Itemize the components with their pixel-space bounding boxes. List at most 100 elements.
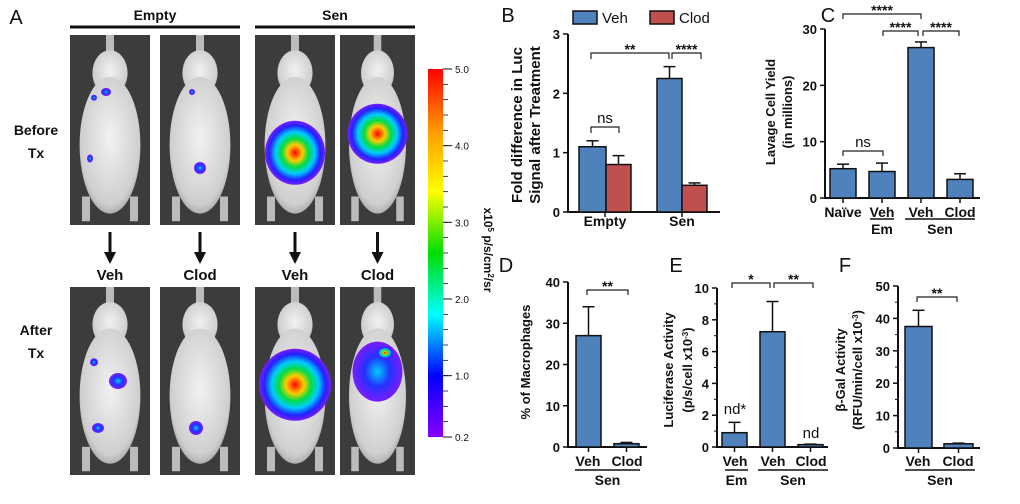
mouse-image [70,287,150,475]
nose-cone [373,287,382,310]
mouse-body [79,328,141,464]
significance-bracket [731,282,771,288]
x-tick-label: Naïve [824,204,862,220]
mouse-leg [267,446,275,472]
y-tick-label: 20 [546,358,560,373]
luminescence-signal [189,89,195,95]
bar [759,330,786,448]
y-axis-label: (in millions) [780,76,795,149]
significance-label: **** [890,19,912,35]
luminescence-signal [91,94,97,101]
y-tick-label: 0 [702,440,709,455]
significance-bracket [773,282,814,288]
unit-part: x10 [481,208,495,228]
significance-bracket [590,126,620,133]
x-tick-label: Veh [906,453,931,469]
x-tick-label: Veh [909,204,934,220]
significance-label: ** [932,285,943,301]
group-label: Em [871,221,893,237]
bar [907,46,935,199]
mouse-image [160,287,240,475]
mouse-image [340,35,415,225]
luminescence-signal [265,120,325,185]
unit-part: 5 [487,228,496,233]
x-tick-label: Veh [576,453,601,469]
significance-bracket [882,30,919,36]
down-arrow-icon [104,232,116,264]
unit-exponent: -3 [681,331,690,339]
nose-cone [106,35,114,58]
significance-label: ns [597,110,613,127]
down-arrow-icon [371,232,384,264]
nose-cone [291,35,299,58]
panel-label: D [499,255,513,277]
bar [868,170,896,199]
y-tick-label: 2 [553,86,560,101]
mouse-body [169,76,231,214]
x-tick-label: Sen [669,213,695,229]
significance-bracket [590,52,670,59]
chart-d: D 0 10 20 30 40 Veh Clod Sen % of Macrophages ** [499,255,647,488]
significance-label: ** [625,41,636,57]
row-label: After [20,322,53,338]
y-tick-label: 4 [702,376,710,391]
y-tick-label: 10 [695,281,709,296]
panel-label: E [669,255,682,277]
mouse-body [169,328,231,464]
luminescence-signal [352,341,403,402]
bar [904,325,933,449]
unit-part: ) [850,310,865,314]
luminescence-signal [194,162,206,174]
legend-swatch [572,10,598,25]
row-label: Tx [28,145,45,161]
mouse-leg [130,196,138,222]
significance-label: **** [871,2,893,18]
y-axis-label: % of Macrophages [518,305,533,420]
colorbar-tick-label: 3.0 [455,218,469,229]
bar [721,431,748,448]
chart-e: E 0 2 4 6 8 10 Veh Veh Clod Em Sen Luciferase Activi… [661,255,828,488]
bar [681,184,708,213]
significance-label: * [748,271,754,287]
significance-label: **** [930,19,952,35]
unit-part: (p/s/cell x10 [680,339,695,413]
y-tick-label: 0 [810,191,817,206]
chart-b: B 0 1 2 3 Empty Sen Fold difference in Luc Signa… [501,5,720,229]
mouse-leg [267,196,275,222]
mouse-leg [82,196,90,222]
y-tick-label: 0 [553,440,560,455]
significance-bracket [916,296,958,302]
group-label: Em [726,472,748,488]
significance-bracket [922,30,960,36]
y-tick-label: 30 [803,22,817,37]
down-arrow-icon [289,232,301,264]
y-tick-label: 6 [702,345,709,360]
bar [943,443,974,449]
legend-label: Veh [602,10,628,27]
bar [797,443,824,448]
bar [605,163,632,213]
mouse-image [70,35,150,225]
y-tick-label: 30 [546,316,560,331]
chart-c: C 0 10 20 30 Naïve Veh Veh Clod Em Sen Lavage Cell … [763,2,980,237]
luminescence-signal [259,348,331,421]
colorbar [428,69,443,437]
group-label: Sen [780,472,806,488]
mouse-leg [172,196,180,222]
group-label: Sen [927,472,953,488]
y-tick-label: 10 [803,135,817,150]
bar [829,167,857,199]
chart-f: F 0 10 20 30 40 50 Veh Clod Sen β-Gal Activity (RFU… [833,255,980,488]
significance-bracket [586,289,629,295]
mouse-leg [315,196,323,222]
treatment-label: Clod [361,267,394,284]
group-header: Sen [322,7,348,23]
y-tick-label: 30 [876,344,890,359]
y-axis-label: Signal after Treatment [527,46,544,204]
bar-annotation: nd* [724,401,747,418]
y-axis-label: Fold difference in Luc [509,47,526,203]
colorbar-tick-label: 4.0 [455,142,469,153]
panel-label: C [821,5,835,27]
